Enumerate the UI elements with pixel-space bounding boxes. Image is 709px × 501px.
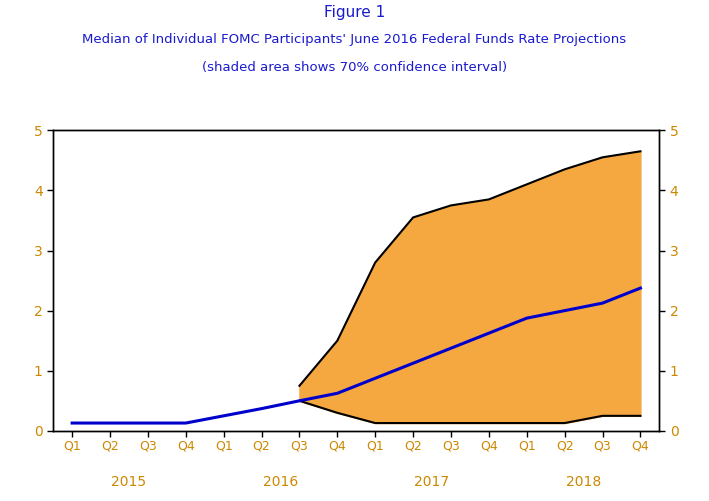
Text: 2017: 2017 [415, 475, 450, 489]
Text: (shaded area shows 70% confidence interval): (shaded area shows 70% confidence interv… [202, 61, 507, 74]
Text: 2015: 2015 [111, 475, 147, 489]
Text: Figure 1: Figure 1 [324, 5, 385, 20]
Text: 2016: 2016 [263, 475, 298, 489]
Text: Median of Individual FOMC Participants' June 2016 Federal Funds Rate Projections: Median of Individual FOMC Participants' … [82, 33, 627, 46]
Text: 2018: 2018 [566, 475, 601, 489]
